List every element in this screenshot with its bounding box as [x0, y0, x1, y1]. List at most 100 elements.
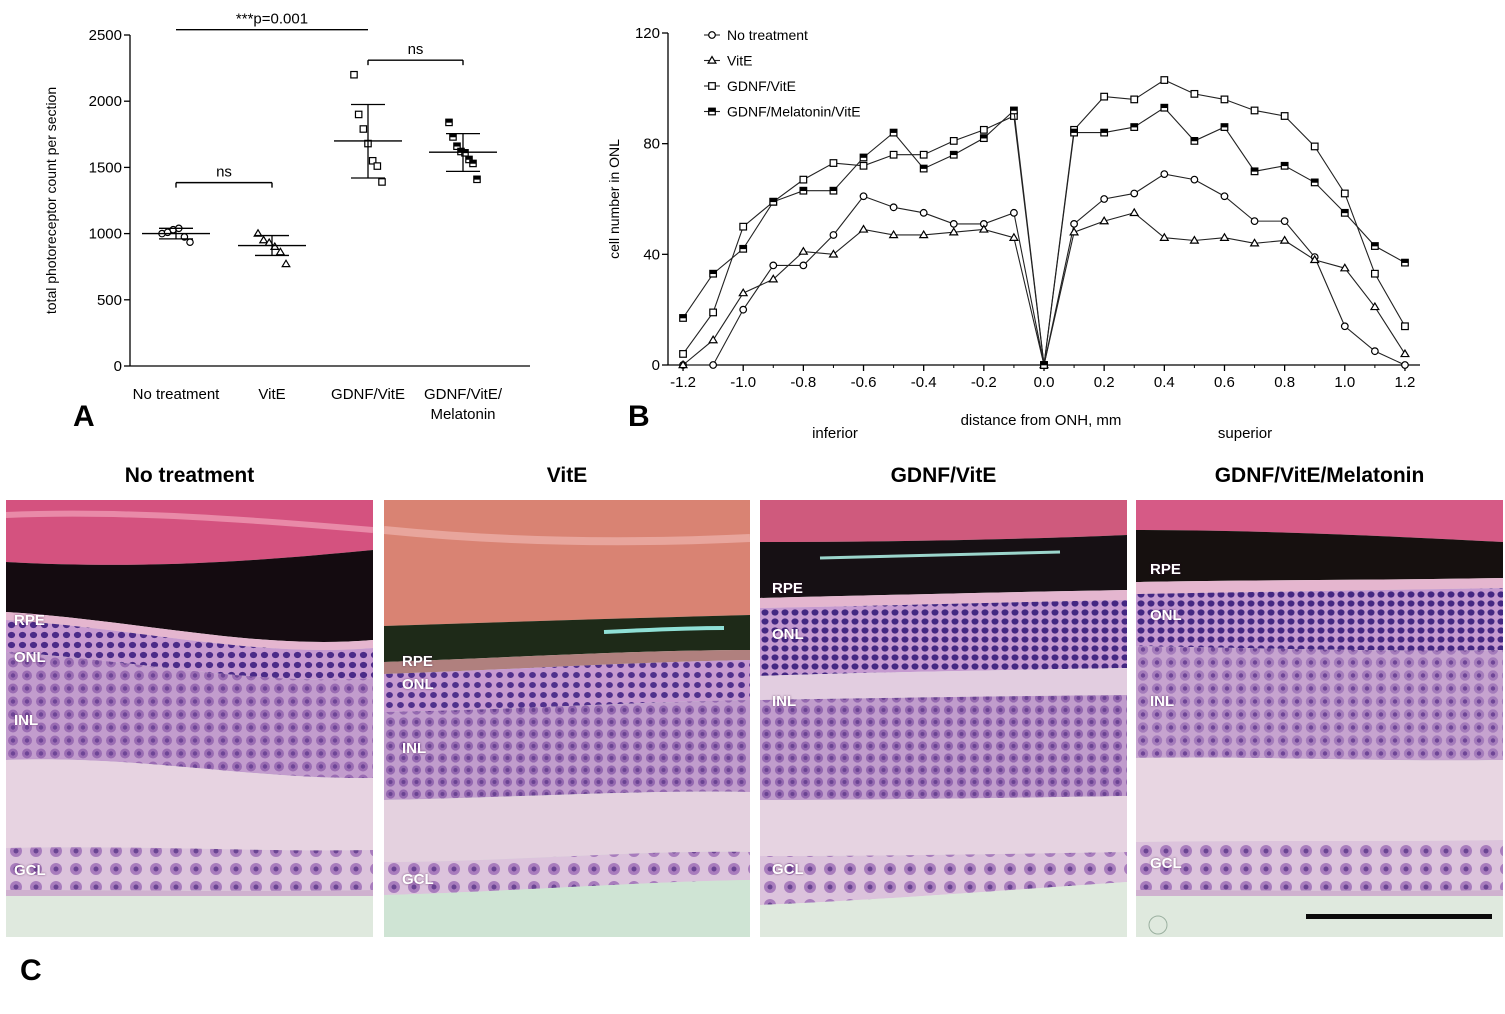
data-point-fill — [860, 154, 867, 158]
data-point-fill — [1341, 209, 1349, 214]
retina-section-drawing — [384, 500, 750, 937]
data-point-fill — [473, 176, 481, 180]
data-point — [1250, 217, 1259, 226]
panel-letter-b: B — [628, 400, 650, 433]
data-point — [799, 261, 808, 270]
data-point — [1130, 189, 1139, 198]
data-point-fill — [457, 148, 465, 152]
layer-label-gcl: GCL — [14, 862, 46, 879]
data-point — [1189, 235, 1200, 244]
data-point — [1401, 361, 1409, 369]
data-point — [859, 192, 868, 201]
panel-a-plot: 0 500 1000 1500 2000 2500 total photoreceptor … — [43, 11, 530, 423]
data-point — [1340, 189, 1349, 198]
y-tick-label: 40 — [643, 246, 660, 263]
series-line — [682, 79, 1406, 366]
x-tick-label: 0.8 — [1274, 374, 1295, 391]
x-axis-label: distance from ONH, mm — [961, 412, 1122, 429]
data-point-fill — [453, 143, 461, 147]
data-point — [1100, 195, 1109, 203]
x-tick-label: -1.2 — [670, 374, 696, 391]
x-category-label: Melatonin — [430, 406, 495, 423]
histology-image-gdnf-vite: RPE ONL INL GCL — [760, 500, 1127, 937]
y-tick-label: 0 — [114, 358, 122, 375]
legend-marker — [708, 82, 716, 90]
data-point — [1279, 235, 1290, 244]
x-tick-label: -0.8 — [790, 374, 816, 391]
data-point — [373, 162, 382, 170]
data-point — [1190, 89, 1199, 98]
y-axis-label: cell number in ONL — [606, 139, 622, 259]
data-point-fill — [1040, 361, 1048, 366]
y-tick-label: 500 — [97, 292, 122, 309]
legend-marker — [707, 55, 717, 64]
legend-marker — [708, 31, 716, 39]
x-tick-label: 0.0 — [1034, 374, 1055, 391]
data-point-fill — [1281, 162, 1288, 167]
x-tick-label: -1.0 — [730, 374, 756, 391]
data-point — [799, 175, 808, 184]
significance-label: ns — [408, 41, 424, 58]
data-point — [949, 219, 958, 228]
x-tick-label: 0.4 — [1154, 374, 1175, 391]
retina-section-drawing — [1136, 500, 1503, 937]
layer-label-gcl: GCL — [772, 861, 804, 878]
data-point — [1220, 192, 1229, 201]
data-point — [1190, 175, 1199, 184]
histology-title-gdnf-vite-melatonin: GDNF/VitE/Melatonin — [1214, 464, 1425, 487]
y-tick-label: 120 — [635, 25, 660, 42]
data-point — [275, 247, 286, 256]
legend: No treatment VitE GDNF/VitE GDNF/Melatonin/… — [704, 27, 861, 120]
layer-label-rpe: RPE — [1150, 561, 1181, 578]
panel-letter-c: C — [20, 954, 42, 987]
data-point — [829, 231, 838, 239]
data-point-fill — [920, 165, 927, 169]
histology-title-no-treatment: No treatment — [124, 464, 255, 487]
data-point — [739, 305, 748, 314]
data-point — [1369, 301, 1380, 311]
data-point — [1100, 92, 1109, 101]
data-point — [258, 235, 269, 244]
data-point-fill — [1371, 242, 1379, 247]
data-point — [1309, 254, 1320, 264]
y-tick-label: 2500 — [89, 27, 122, 44]
data-point-fill — [1010, 107, 1018, 111]
side-label-superior: superior — [1218, 425, 1272, 442]
data-point-fill — [709, 270, 717, 275]
legend-label: No treatment — [727, 27, 808, 43]
layer-label-inl: INL — [1150, 693, 1175, 710]
data-point — [978, 224, 989, 233]
data-point-fill — [890, 129, 897, 133]
scale-bar — [1306, 914, 1492, 919]
x-tick-label: -0.2 — [971, 374, 997, 391]
series-line — [683, 173, 1406, 366]
histology-image-no-treatment: RPE ONL INL GCL — [6, 500, 373, 937]
data-point-fill — [830, 187, 837, 192]
layer-label-inl: INL — [772, 693, 797, 710]
data-point — [919, 208, 928, 217]
side-label-inferior: inferior — [812, 425, 858, 442]
histology-title-vite: VitE — [546, 464, 588, 487]
data-point-fill — [465, 156, 473, 160]
data-point — [1400, 348, 1410, 358]
data-point — [709, 308, 718, 317]
data-point-fill — [1191, 137, 1198, 142]
layer-label-onl: ONL — [14, 649, 46, 666]
data-point — [768, 274, 779, 283]
layer-label-gcl: GCL — [402, 871, 434, 888]
data-point — [359, 125, 368, 133]
data-point — [678, 359, 688, 369]
data-point — [1130, 95, 1139, 104]
layer-label-onl: ONL — [1150, 607, 1182, 624]
data-point — [858, 224, 869, 233]
data-point — [1401, 322, 1409, 331]
data-point — [1280, 112, 1289, 120]
data-point — [889, 203, 898, 212]
x-tick-label: -0.6 — [851, 374, 877, 391]
data-point — [1280, 217, 1289, 226]
x-tick-label: -0.4 — [911, 374, 937, 391]
data-point — [708, 335, 719, 344]
data-point — [948, 227, 959, 236]
data-point — [1340, 322, 1349, 331]
